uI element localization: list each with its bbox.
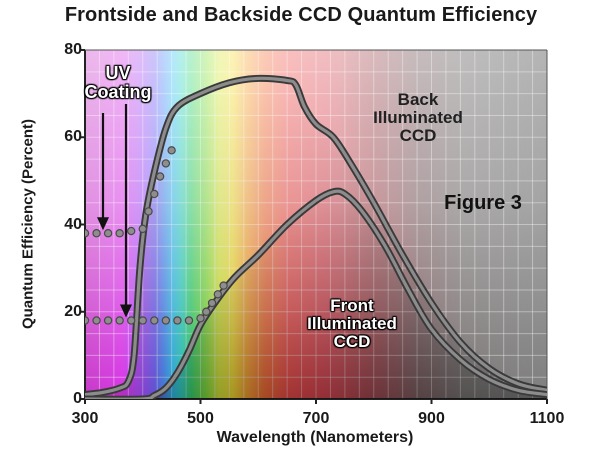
annotation-line: Coating [84, 81, 152, 102]
uv-coating-front-point [207, 298, 217, 308]
uv-coating-back-point [161, 159, 171, 168]
annotation-back-illuminated: Back Illuminated CCD [373, 91, 463, 145]
uv-coating-front-point [85, 316, 90, 325]
annotation-line: Back [397, 90, 439, 109]
x-tick-label: 700 [302, 410, 330, 427]
series-clip-group [85, 74, 547, 399]
annotation-figure-3: Figure 3 [444, 193, 522, 214]
annotation-front-illuminated: Front Illuminated CCD [307, 297, 397, 351]
y-axis-label: Quantum Efficiency (Percent) [19, 118, 37, 330]
arrow-uv-front-head [120, 304, 132, 318]
uv-coating-front-point [161, 316, 171, 325]
series-area-shade [85, 191, 547, 399]
uv-coating-back-point [85, 229, 90, 238]
annotation-uv-coating: UV Coating [85, 64, 152, 102]
annotation-line: Illuminated [307, 313, 397, 333]
y-tick-label: 0 [73, 390, 82, 407]
uv-coating-front-point [126, 316, 136, 325]
x-tick-label: 500 [187, 410, 214, 427]
uv-coating-front-point [138, 316, 147, 325]
y-tick-label: 60 [64, 128, 82, 146]
annotation-line: Front [330, 296, 374, 315]
uv-coating-front-point [213, 290, 223, 299]
uv-coating-back-point [115, 229, 124, 238]
series-layer [85, 74, 547, 399]
arrow-layer [97, 104, 132, 318]
uv-coating-front-point [173, 316, 182, 325]
x-axis-label: Wavelength (Nanometers) [216, 429, 414, 446]
series-line-back-illuminated [85, 76, 547, 397]
annotation-line: Figure 3 [444, 192, 522, 214]
annotation-line: CCD [399, 125, 437, 145]
uv-coating-front-point [150, 316, 159, 325]
uv-coating-front-point [103, 316, 113, 325]
annotation-line: UV [105, 63, 131, 83]
uv-coating-front-point [219, 281, 228, 290]
uv-coating-back-point [126, 226, 136, 236]
uv-coating-back-point [150, 189, 159, 199]
series-line-front-illuminated [85, 189, 547, 399]
x-tick-label: 1100 [529, 410, 565, 427]
uv-coating-back-point [92, 229, 101, 238]
y-tick-label: 20 [64, 302, 82, 320]
y-tick-label: 80 [64, 41, 82, 58]
chart-title: Frontside and Backside CCD Quantum Effic… [64, 4, 538, 26]
uv-coating-front-point [202, 307, 211, 316]
uv-coating-front-point [196, 314, 205, 323]
x-tick-label: 300 [71, 410, 99, 427]
x-tick-label: 900 [418, 410, 445, 427]
annotation-line: CCD [333, 331, 371, 351]
uv-coating-front-point [92, 316, 101, 325]
uv-coating-front-point [184, 316, 194, 325]
arrow-uv-back-head [97, 217, 109, 231]
uv-coating-back-point [144, 207, 153, 216]
y-tick-label: 40 [64, 215, 82, 233]
uv-coating-front-point [115, 316, 124, 325]
annotation-line: Illuminated [373, 107, 463, 127]
uv-coating-back-point [155, 172, 165, 181]
uv-coating-back-point [138, 224, 147, 234]
uv-coating-back-point [103, 229, 113, 238]
uv-coating-back-point [167, 146, 176, 155]
